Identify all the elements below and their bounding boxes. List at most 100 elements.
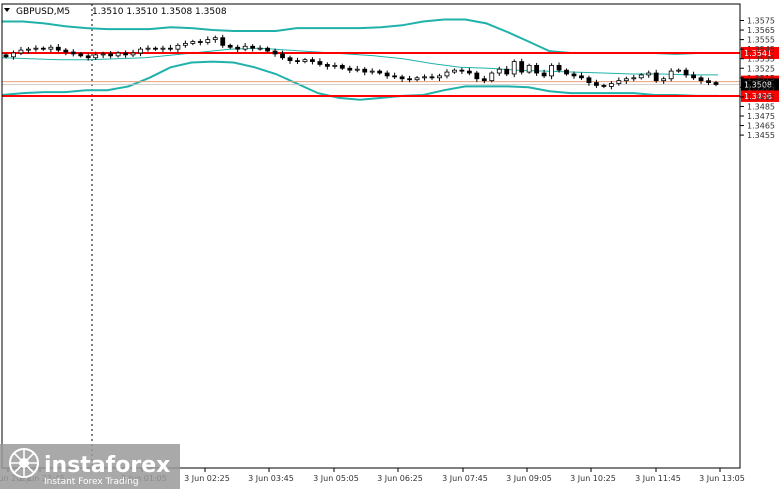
candle-body-down: [579, 75, 584, 79]
watermark-brand: instaforex: [44, 453, 170, 478]
candle-body-down: [429, 76, 435, 79]
candle-16: [123, 50, 128, 58]
candle-body-up: [646, 72, 652, 76]
current-price-box: [741, 78, 779, 91]
candle-body-down: [683, 69, 689, 76]
candle-body-up: [205, 39, 211, 43]
candle-30: [227, 43, 233, 49]
y-tick-label-9: 1.3485: [747, 102, 775, 111]
candle-body-down: [519, 61, 525, 73]
candle-3: [26, 47, 31, 54]
candle-body-down: [399, 76, 405, 80]
dropdown-triangle-icon[interactable]: [4, 8, 10, 12]
candle-body-up: [526, 64, 532, 73]
candle-49: [369, 68, 375, 75]
ohlc-label: 1.3510 1.3510 1.3508 1.3508: [92, 7, 227, 17]
candle-body-down: [504, 68, 510, 75]
candle-body-up: [100, 53, 106, 56]
candle-body-up: [26, 48, 31, 51]
watermark: instaforex Instant Forex Trading: [0, 444, 180, 489]
level-label-2: 1.3496: [744, 92, 772, 101]
y-tick-label-10: 1.3475: [747, 112, 775, 121]
candle-body-down: [63, 49, 69, 53]
candle-17: [130, 49, 136, 57]
candle-body-up: [175, 44, 181, 50]
candle-body-up: [115, 52, 121, 57]
candle-64: [481, 75, 487, 84]
candle-body-up: [93, 54, 99, 59]
candle-35: [265, 46, 270, 53]
candle-41: [310, 57, 315, 65]
candle-body-up: [160, 47, 166, 50]
candle-26: [197, 39, 203, 46]
candle-body-up: [302, 59, 308, 62]
candle-46: [347, 65, 353, 74]
candle-body-up: [257, 47, 263, 50]
candle-83: [623, 76, 629, 84]
candle-body-down: [698, 77, 704, 82]
candle-body-up: [33, 47, 39, 50]
candle-77: [579, 72, 584, 80]
candle-body-down: [474, 72, 480, 80]
candle-42: [317, 58, 323, 67]
candle-21: [160, 45, 166, 53]
candle-body-up: [661, 78, 667, 82]
candle-body-down: [347, 67, 353, 71]
candle-71: [534, 62, 540, 76]
candle-84: [631, 74, 637, 82]
candle-body-down: [601, 85, 607, 87]
y-tick-label-2: 1.3555: [747, 36, 775, 45]
candle-90: [676, 68, 682, 73]
candle-43: [324, 62, 330, 70]
candle-body-down: [78, 53, 84, 57]
candle-body-down: [70, 51, 76, 55]
candle-86: [646, 70, 652, 78]
candle-40: [302, 57, 308, 64]
candle-37: [280, 50, 285, 60]
candle-76: [571, 71, 577, 79]
candle-body-down: [220, 37, 226, 46]
candle-body-down: [362, 68, 368, 73]
chart-header: GBPUSD,M5 1.3510 1.3510 1.3508 1.3508: [4, 7, 227, 17]
level-label-box-0: [741, 46, 779, 59]
candle-93: [698, 75, 704, 84]
candle-8: [63, 48, 69, 56]
candle-95: [713, 80, 719, 87]
candle-7: [55, 43, 61, 53]
candle-body-down: [466, 70, 472, 74]
candle-33: [250, 44, 256, 52]
candle-body-up: [414, 77, 420, 81]
level-label-box-2: [741, 89, 779, 102]
candle-79: [594, 79, 599, 88]
candle-39: [295, 57, 300, 65]
candle-48: [362, 67, 368, 76]
candle-74: [556, 62, 562, 73]
candle-body-up: [638, 74, 644, 79]
candle-60: [452, 68, 457, 74]
candle-78: [586, 75, 592, 86]
candle-body-down: [85, 55, 91, 59]
candle-11: [85, 53, 91, 61]
candle-body-down: [250, 45, 256, 49]
candle-body-up: [452, 69, 457, 73]
candle-body-down: [481, 78, 487, 82]
candle-body-down: [324, 64, 330, 67]
bollinger-lower-band: [1, 60, 718, 101]
candle-65: [489, 71, 495, 83]
candle-body-up: [511, 61, 517, 75]
x-tick-label-7: 3 Jun 07:45: [442, 474, 488, 483]
candle-50: [377, 69, 383, 75]
candle-body-up: [242, 45, 248, 50]
candle-27: [205, 36, 211, 45]
candle-6: [48, 44, 54, 53]
candle-body-down: [586, 77, 592, 83]
candle-0: [3, 53, 9, 59]
candle-63: [474, 70, 480, 83]
candle-47: [354, 65, 360, 73]
candle-15: [115, 51, 121, 58]
plot-frame: [1, 3, 741, 469]
